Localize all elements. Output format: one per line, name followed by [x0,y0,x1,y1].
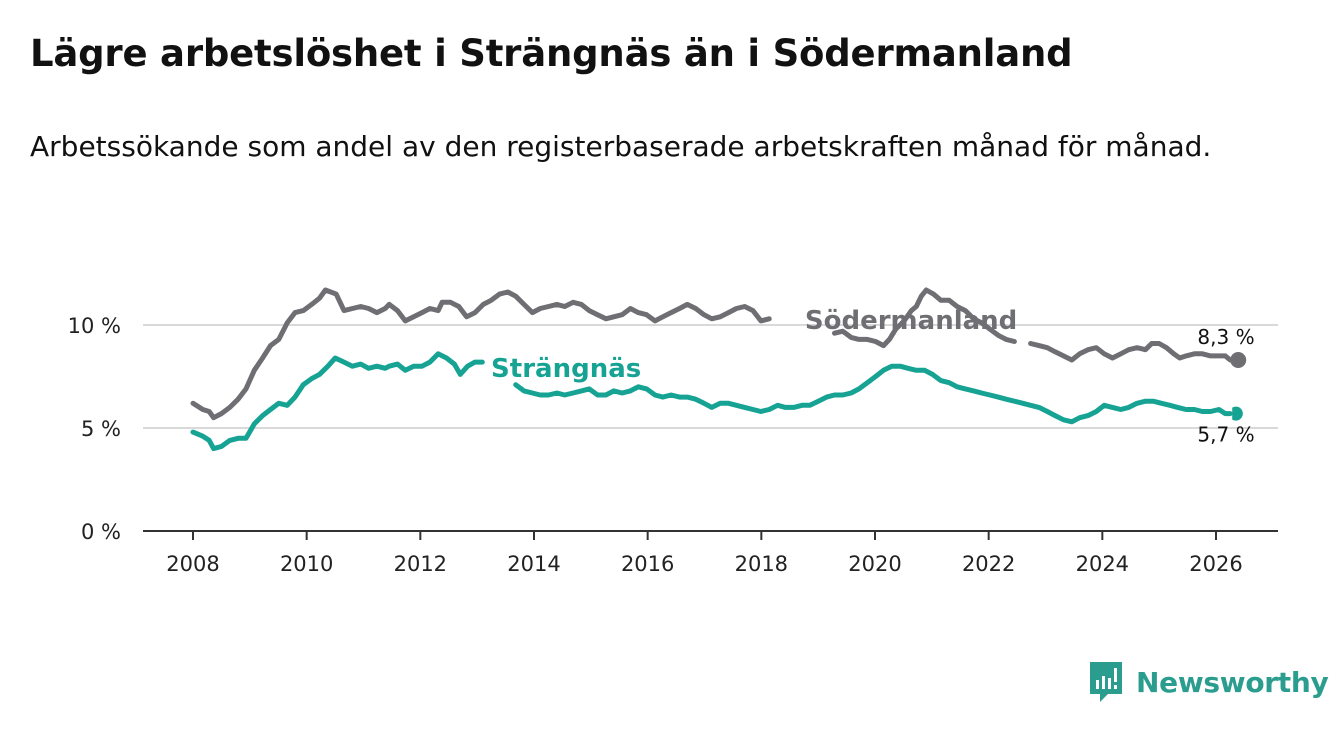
chart-title: Lägre arbetslöshet i Strängnäs än i Söde… [30,32,1073,75]
newsworthy-logo-icon [1090,662,1122,702]
x-tick-label: 2012 [394,552,447,576]
series-label-strngns: Strängnäs [491,354,641,384]
series-line-sdermanland [1028,341,1233,363]
x-tick-label: 2020 [848,552,901,576]
series-lines [190,287,1247,452]
series-line-strngns [513,363,1233,425]
x-tick-label: 2008 [166,552,219,576]
series-labels: 8,3 % Södermanland 5,7 % Strängnäs [491,306,1255,447]
y-tick-label: 5 % [81,417,121,441]
x-tick-label: 2024 [1076,552,1129,576]
series-label-sdermanland: Södermanland [805,306,1017,336]
newsworthy-logo: Newsworthy [1088,660,1329,704]
x-axis-ticks: 2008 2010 2012 2014 2016 2018 2020 2022 2024 2026 [166,531,1243,576]
x-tick-label: 2016 [621,552,674,576]
brand-name: Newsworthy [1136,665,1329,699]
x-tick-label: 2014 [507,552,560,576]
y-axis-ticks: 0 % 5 % 10 % [68,314,121,544]
x-tick-label: 2022 [962,552,1015,576]
chart-subtitle: Arbetssökande som andel av den registerb… [30,130,1212,163]
gridlines [143,324,1278,429]
y-tick-label: 0 % [81,520,121,544]
series-line-sdermanland [832,287,1017,349]
end-point-strngns [1232,406,1243,421]
series-line-sdermanland [190,287,772,421]
x-tick-label: 2026 [1189,552,1242,576]
end-value-label: 8,3 % [1197,325,1254,349]
series-line-strngns [190,351,485,452]
x-tick-label: 2010 [280,552,333,576]
y-tick-label: 10 % [68,314,121,338]
line-chart: 0 %5 %10 % 2008 2010 2012 2014 2016 2018 2020 2… [68,287,1278,576]
x-tick-label: 2018 [735,552,788,576]
end-value-label: 5,7 % [1197,423,1254,447]
end-point-sdermanland [1230,352,1247,369]
